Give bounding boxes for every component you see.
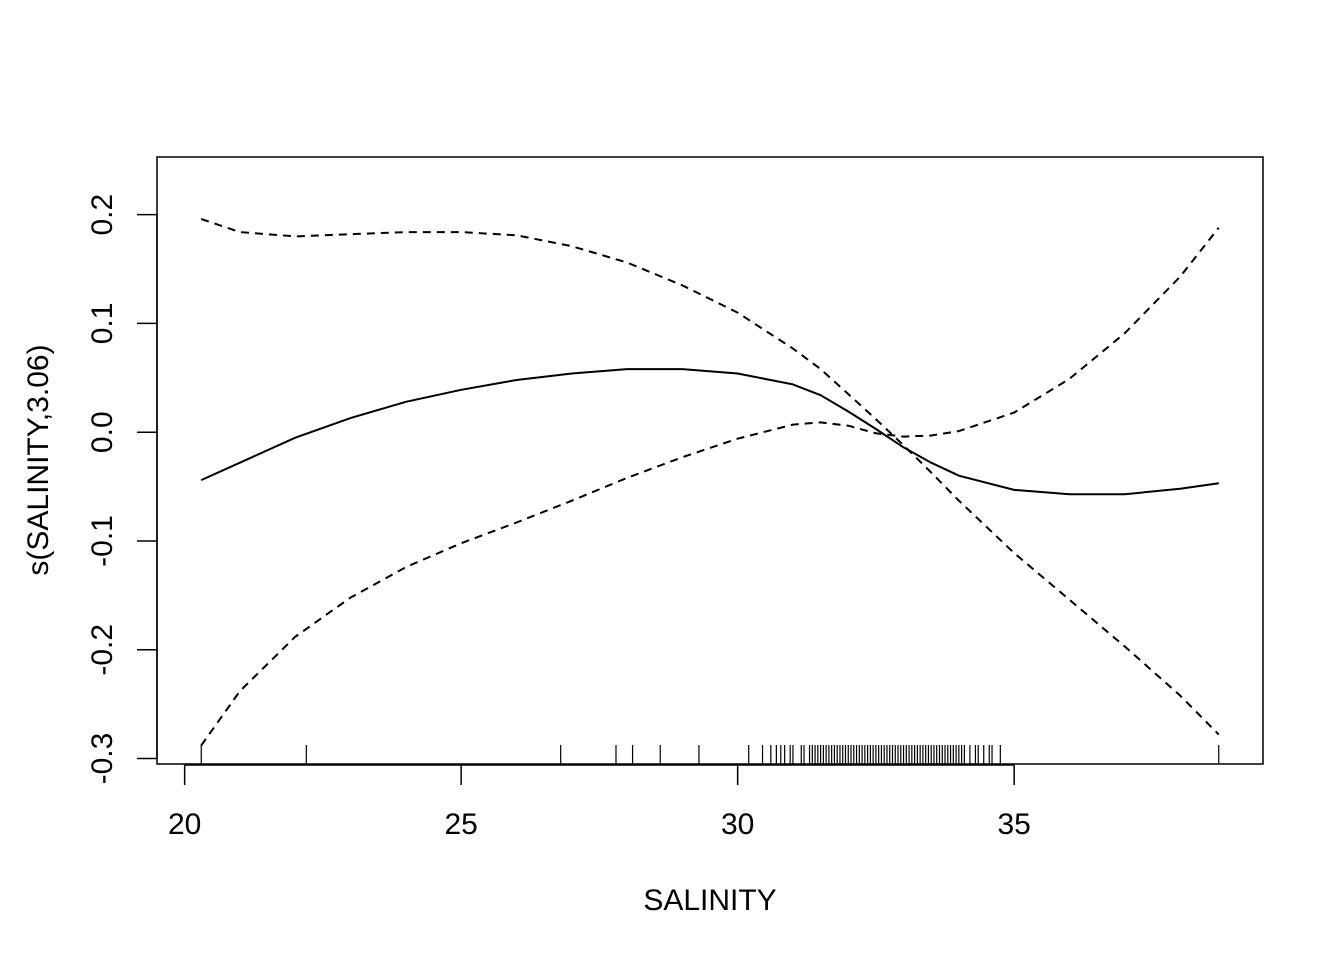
y-tick-label: -0.2 (86, 624, 119, 676)
y-tick-label: 0.0 (86, 411, 119, 453)
lower-ci-line (200, 227, 1220, 747)
y-tick-label: 0.1 (86, 303, 119, 345)
plot-frame (156, 156, 1264, 765)
x-axis: 20 25 30 35 (168, 764, 1031, 841)
x-tick-label: 30 (721, 808, 754, 841)
y-tick-label: -0.3 (86, 733, 119, 785)
x-tick-label: 20 (168, 808, 201, 841)
x-tick-label: 25 (444, 808, 477, 841)
y-axis: -0.3 -0.2 -0.1 0.0 0.1 0.2 (86, 194, 158, 785)
y-tick-label: 0.2 (86, 194, 119, 236)
y-axis-label: s(SALINITY,3.06) (22, 344, 55, 575)
upper-ci-line (200, 218, 1220, 736)
x-tick-label: 35 (997, 808, 1030, 841)
x-axis-label: SALINITY (643, 884, 776, 917)
rug (200, 745, 1220, 764)
y-tick-label: -0.1 (86, 515, 119, 567)
series-layer (200, 218, 1220, 747)
smooth-line (200, 368, 1219, 496)
